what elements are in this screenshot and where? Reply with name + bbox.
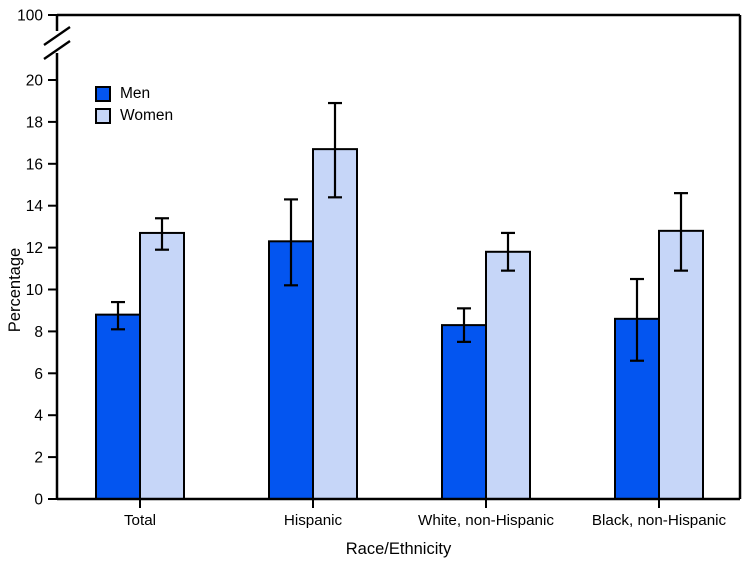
y-tick-label: 16	[26, 156, 43, 173]
category-label-hispanic: Hispanic	[284, 512, 343, 529]
bar-women-white-non-hispanic	[485, 250, 531, 500]
women-swatch	[95, 108, 111, 124]
y-tick-label: 10	[26, 282, 44, 299]
y-axis-title: Percentage	[6, 247, 24, 333]
axis-break-slash-icon	[43, 40, 71, 60]
bar-women-black-non-hispanic	[658, 229, 704, 500]
category-label-total: Total	[124, 512, 156, 529]
men-swatch	[95, 86, 111, 102]
y-tick-label: 0	[34, 492, 43, 509]
legend: Men Women	[95, 86, 173, 124]
x-axis-title: Race/Ethnicity	[345, 540, 452, 558]
y-tick-label: 4	[34, 408, 43, 425]
legend-item-men: Men	[95, 86, 173, 102]
bar-women-total	[139, 231, 185, 500]
bar-men-total	[95, 313, 141, 501]
legend-label-women: Women	[120, 107, 174, 124]
y-axis-break-label: 100	[17, 8, 43, 25]
y-tick-label: 8	[34, 324, 43, 341]
category-label-white-non-hispanic: White, non-Hispanic	[418, 512, 554, 529]
y-tick-label: 20	[26, 73, 44, 90]
axis-break-slash-icon	[43, 26, 71, 46]
y-tick-label: 14	[26, 198, 44, 215]
y-tick-label: 18	[26, 114, 43, 131]
y-tick-label: 12	[26, 240, 43, 257]
legend-item-women: Women	[95, 108, 173, 124]
category-label-black-non-hispanic: Black, non-Hispanic	[592, 512, 727, 529]
y-tick-label: 2	[34, 450, 43, 467]
legend-label-men: Men	[120, 85, 151, 102]
y-tick-label: 6	[34, 366, 43, 383]
bar-women-hispanic	[312, 148, 358, 500]
bar-men-white-non-hispanic	[441, 324, 487, 500]
